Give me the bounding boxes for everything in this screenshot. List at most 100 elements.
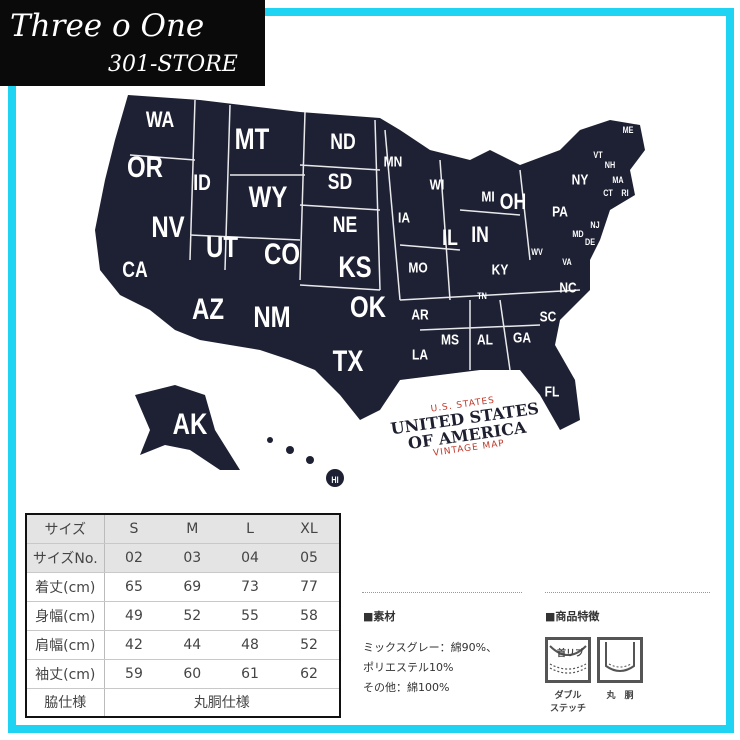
material-heading: ■素材 bbox=[363, 610, 396, 623]
feature-caption: ステッチ bbox=[549, 704, 586, 714]
state-label-mt: MT bbox=[234, 123, 270, 156]
state-label-vt: VT bbox=[593, 150, 603, 160]
table-row: 脇仕様 丸胴仕様 bbox=[26, 688, 340, 717]
state-label-co: CO bbox=[264, 238, 300, 271]
table-cell: 59 bbox=[104, 659, 164, 689]
state-label-ok: OK bbox=[350, 291, 386, 324]
logo-line2: 301-STORE bbox=[108, 52, 238, 77]
divider bbox=[545, 592, 710, 593]
row-header: 着丈(cm) bbox=[26, 572, 105, 602]
row-header: 袖丈(cm) bbox=[26, 659, 105, 689]
state-label-wi: WI bbox=[429, 176, 445, 194]
table-cell: 77 bbox=[278, 572, 340, 602]
state-label-de: DE bbox=[584, 237, 596, 247]
state-label-nc: NC bbox=[559, 279, 577, 297]
us-map bbox=[95, 95, 645, 487]
feature-caption: 丸 胴 bbox=[606, 691, 634, 701]
table-cell: M bbox=[163, 514, 222, 544]
tubular-body-icon bbox=[597, 637, 643, 683]
state-label-ri: RI bbox=[621, 188, 629, 198]
state-label-tx: TX bbox=[332, 345, 364, 378]
table-cell: 52 bbox=[278, 630, 340, 660]
state-label-wa: WA bbox=[145, 107, 175, 132]
state-label-ar: AR bbox=[411, 306, 429, 324]
state-label-ne: NE bbox=[332, 212, 358, 237]
row-header: サイズNo. bbox=[26, 543, 105, 573]
state-label-pa: PA bbox=[552, 203, 568, 221]
table-cell: 60 bbox=[163, 659, 222, 689]
row-header: サイズ bbox=[26, 514, 105, 544]
state-label-mo: MO bbox=[408, 259, 428, 277]
table-cell: 42 bbox=[104, 630, 164, 660]
state-label-md: MD bbox=[572, 229, 584, 239]
state-label-ia: IA bbox=[398, 209, 410, 227]
state-label-wv: WV bbox=[531, 247, 543, 257]
state-label-ks: KS bbox=[338, 251, 372, 284]
state-label-ut: UT bbox=[206, 231, 238, 264]
table-cell: 49 bbox=[104, 601, 164, 631]
state-label-mn: MN bbox=[383, 153, 403, 171]
state-label-mi: MI bbox=[481, 188, 495, 206]
table-cell: 丸胴仕様 bbox=[193, 695, 250, 712]
state-label-ms: MS bbox=[441, 331, 459, 349]
state-label-nj: NJ bbox=[590, 220, 600, 230]
logo-line1: Three o One bbox=[10, 8, 205, 44]
table-cell: 73 bbox=[221, 572, 279, 602]
material-line: その他：綿100% bbox=[363, 681, 450, 694]
state-label-va: VA bbox=[562, 257, 572, 267]
row-header: 肩幅(cm) bbox=[26, 630, 105, 660]
state-label-ky: KY bbox=[491, 261, 509, 279]
state-label-sc: SC bbox=[539, 308, 557, 326]
state-label-nd: ND bbox=[330, 129, 356, 154]
state-label-az: AZ bbox=[192, 293, 224, 326]
state-label-oh: OH bbox=[499, 189, 527, 214]
state-label-il: IL bbox=[442, 225, 458, 250]
table-cell: 48 bbox=[221, 630, 279, 660]
state-label-hi: HI bbox=[331, 475, 339, 485]
table-cell: L bbox=[221, 514, 279, 544]
size-table: サイズ S M L XL サイズNo. 02 03 04 05 着丈(cm) 65 69 73 77 身幅(c… bbox=[25, 513, 341, 718]
state-label-ga: GA bbox=[513, 329, 531, 347]
material-line: ポリエステル10% bbox=[363, 661, 454, 674]
material-line: ミックスグレー：綿90%、 bbox=[363, 641, 498, 654]
row-header: 身幅(cm) bbox=[26, 601, 105, 631]
table-cell: 62 bbox=[278, 659, 340, 689]
features-heading: ■商品特徴 bbox=[545, 610, 600, 623]
state-label-tn: TN bbox=[477, 291, 487, 301]
state-label-ct: CT bbox=[603, 188, 613, 198]
table-row: サイズ S M L XL bbox=[26, 514, 340, 544]
state-label-nm: NM bbox=[253, 301, 291, 334]
state-label-sd: SD bbox=[327, 169, 353, 194]
state-label-ny: NY bbox=[571, 171, 589, 189]
store-logo: Three o One 301-STORE bbox=[0, 0, 265, 86]
state-label-ak: AK bbox=[172, 408, 208, 441]
table-row: 着丈(cm) 65 69 73 77 bbox=[26, 572, 340, 602]
table-cell: 55 bbox=[221, 601, 279, 631]
table-cell: 04 bbox=[221, 543, 279, 573]
table-cell: 52 bbox=[163, 601, 222, 631]
state-label-or: OR bbox=[127, 151, 163, 184]
table-row: 身幅(cm) 49 52 55 58 bbox=[26, 601, 340, 631]
table-cell: 44 bbox=[163, 630, 222, 660]
table-cell: 69 bbox=[163, 572, 222, 602]
table-cell: XL bbox=[278, 514, 340, 544]
table-cell: 05 bbox=[278, 543, 340, 573]
state-label-nv: NV bbox=[151, 211, 185, 244]
state-label-in: IN bbox=[471, 222, 489, 247]
double-stitch-icon: 首リブ bbox=[545, 637, 591, 683]
state-label-me: ME bbox=[622, 125, 634, 135]
table-cell: S bbox=[104, 514, 164, 544]
divider bbox=[362, 592, 522, 593]
state-label-ma: MA bbox=[612, 175, 624, 185]
table-cell: 02 bbox=[104, 543, 164, 573]
table-row: 袖丈(cm) 59 60 61 62 bbox=[26, 659, 340, 689]
table-cell: 03 bbox=[163, 543, 222, 573]
feature-caption: ダブル bbox=[554, 691, 582, 701]
table-cell: 65 bbox=[104, 572, 164, 602]
state-label-nh: NH bbox=[604, 160, 616, 170]
state-label-id: ID bbox=[193, 170, 211, 195]
state-label-fl: FL bbox=[544, 383, 560, 401]
state-label-wy: WY bbox=[248, 181, 288, 214]
table-cell: 61 bbox=[221, 659, 279, 689]
state-label-la: LA bbox=[412, 346, 428, 364]
